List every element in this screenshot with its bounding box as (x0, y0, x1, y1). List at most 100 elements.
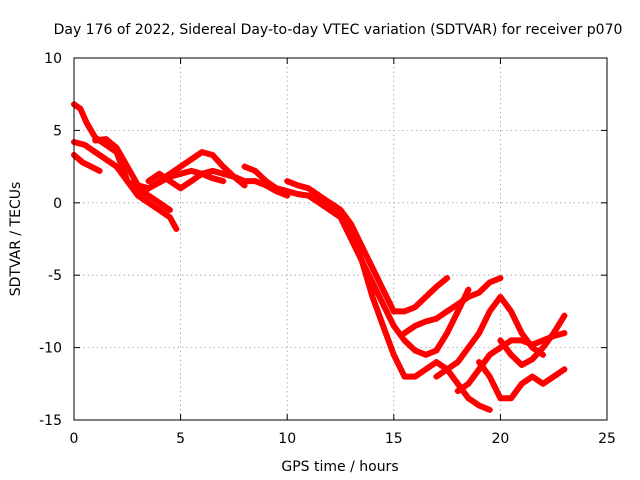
y-tick-label: 10 (44, 51, 62, 67)
data-point (550, 330, 557, 337)
data-point (166, 214, 173, 221)
data-point (476, 402, 483, 409)
series-group (71, 101, 568, 413)
data-point (476, 289, 483, 296)
data-point (337, 214, 344, 221)
data-point (102, 136, 109, 143)
data-point (81, 141, 88, 148)
data-point (390, 322, 397, 329)
data-point (156, 199, 163, 206)
series-line (145, 167, 291, 199)
data-point (497, 293, 504, 300)
data-point (96, 167, 103, 174)
data-point (433, 283, 440, 290)
data-point (518, 380, 525, 387)
data-point (369, 279, 376, 286)
data-point (273, 185, 280, 192)
data-point (497, 395, 504, 402)
data-point (497, 337, 504, 344)
data-point (156, 178, 163, 185)
series-line (401, 275, 504, 337)
data-point (145, 192, 152, 199)
data-point (177, 170, 184, 177)
data-point (166, 178, 173, 185)
data-point (444, 308, 451, 315)
data-point (476, 359, 483, 366)
data-point (561, 330, 568, 337)
data-point (337, 207, 344, 214)
data-point (508, 351, 515, 358)
series-arc-15 (497, 312, 568, 368)
data-point (102, 156, 109, 163)
data-point (177, 185, 184, 192)
data-point (305, 192, 312, 199)
data-point (369, 264, 376, 271)
data-point (252, 178, 259, 185)
series-arc-10 (337, 214, 472, 358)
series-line (71, 101, 180, 232)
series-line (71, 139, 173, 213)
data-point (173, 225, 180, 232)
data-point (401, 373, 408, 380)
data-point (241, 178, 248, 185)
data-point (166, 207, 173, 214)
data-point (209, 152, 216, 159)
data-point (220, 178, 227, 185)
x-tick-label: 25 (598, 431, 616, 447)
x-axis-label: GPS time / hours (281, 459, 398, 475)
data-point (294, 191, 301, 198)
data-point (529, 341, 536, 348)
series-arc-14 (476, 359, 568, 402)
data-point (77, 105, 84, 112)
x-tick-label: 10 (278, 431, 296, 447)
data-point (540, 344, 547, 351)
data-point (454, 388, 461, 395)
data-point (358, 257, 365, 264)
data-point (134, 192, 141, 199)
data-point (198, 170, 205, 177)
data-point (444, 275, 451, 282)
series-arc-6 (145, 167, 291, 199)
data-point (79, 159, 86, 166)
data-point (465, 380, 472, 387)
data-point (508, 395, 515, 402)
data-point (145, 178, 152, 185)
data-point (433, 373, 440, 380)
data-point (92, 149, 99, 156)
data-point (540, 351, 547, 358)
data-point (316, 192, 323, 199)
data-point (358, 243, 365, 250)
data-point (145, 199, 152, 206)
data-point (486, 279, 493, 286)
data-point (540, 380, 547, 387)
data-point (92, 137, 99, 144)
data-point (113, 163, 120, 170)
data-point (486, 406, 493, 413)
data-point (401, 308, 408, 315)
data-point (134, 182, 141, 189)
data-point (124, 178, 131, 185)
chart-title: Day 176 of 2022, Sidereal Day-to-day VTE… (54, 22, 623, 38)
data-point (326, 207, 333, 214)
data-point (401, 337, 408, 344)
data-point (422, 366, 429, 373)
data-point (401, 330, 408, 337)
data-point (252, 167, 259, 174)
data-point (444, 366, 451, 373)
data-point (198, 149, 205, 156)
data-point (486, 373, 493, 380)
data-point (188, 156, 195, 163)
data-point (486, 351, 493, 358)
data-point (380, 286, 387, 293)
data-point (412, 322, 419, 329)
data-point (88, 163, 95, 170)
data-point (561, 312, 568, 319)
data-point (433, 315, 440, 322)
data-point (209, 167, 216, 174)
data-point (518, 361, 525, 368)
data-point (529, 356, 536, 363)
data-point (305, 185, 312, 192)
data-point (433, 347, 440, 354)
data-point (166, 170, 173, 177)
